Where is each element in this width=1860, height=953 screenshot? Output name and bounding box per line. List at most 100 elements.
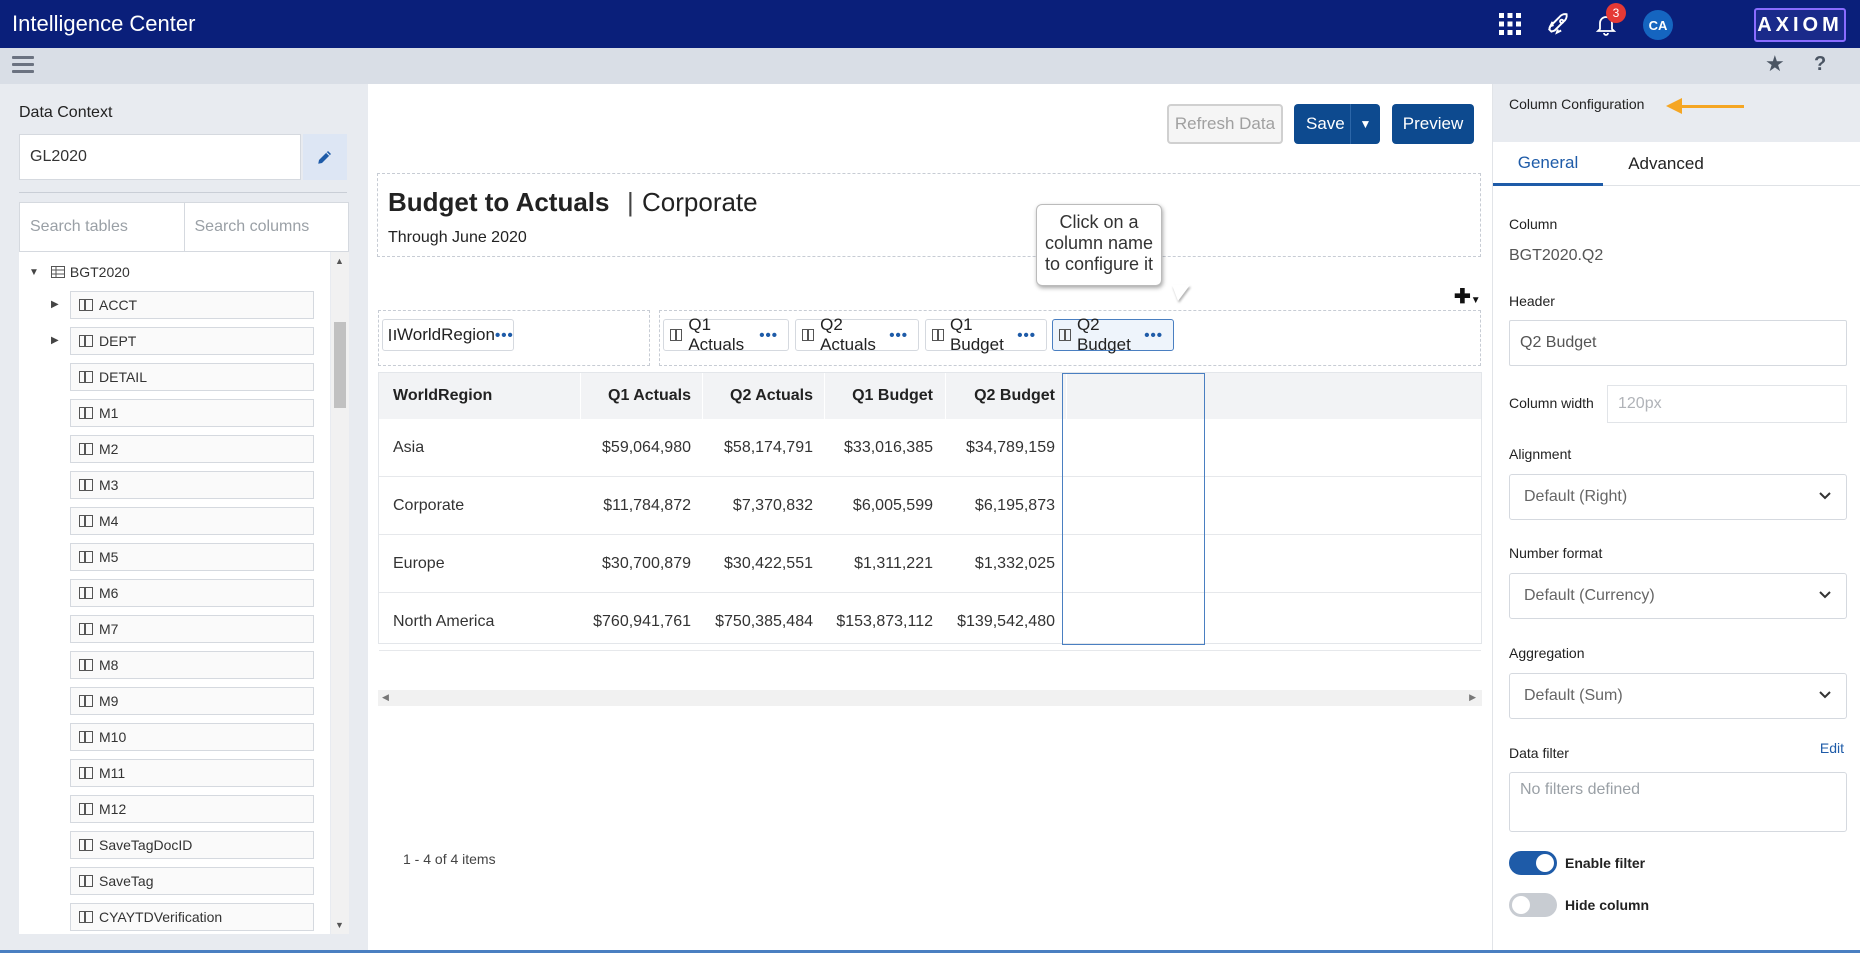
table-row[interactable]: Corporate $11,784,872 $7,370,832 $6,005,599…	[379, 477, 1481, 535]
preview-button[interactable]: Preview	[1392, 104, 1474, 144]
grid-header-q2-budget[interactable]: Q2 Budget	[974, 387, 1055, 404]
column-value: BGT2020.Q2	[1509, 247, 1604, 264]
grid-header-q2-actuals[interactable]: Q2 Actuals	[730, 387, 813, 404]
refresh-data-button[interactable]: Refresh Data	[1167, 104, 1283, 144]
save-button-label: Save	[1306, 114, 1345, 133]
aggregation-select[interactable]: Default (Sum)	[1509, 673, 1847, 719]
table-cell: $11,784,872	[603, 497, 691, 514]
scroll-right-arrow-icon[interactable]: ▶	[1469, 692, 1476, 702]
data-filter-box[interactable]: No filters defined	[1509, 772, 1847, 832]
expand-caret-icon[interactable]: ▶	[51, 335, 59, 346]
table-cell: $59,064,980	[602, 439, 691, 456]
tree-item[interactable]: SaveTag	[70, 867, 314, 895]
tree-item[interactable]: CYAYTDVerification	[70, 903, 314, 931]
table-cell: $760,941,761	[593, 613, 691, 630]
tree-item[interactable]: M5	[70, 543, 314, 571]
search-columns-input[interactable]	[184, 203, 348, 251]
tree-item[interactable]: M3	[70, 471, 314, 499]
pencil-icon	[318, 151, 331, 164]
table-icon	[79, 335, 93, 347]
table-icon	[79, 551, 93, 563]
tree-item[interactable]: SaveTagDocID	[70, 831, 314, 859]
tree-item[interactable]: M9	[70, 687, 314, 715]
column-chip-q1-actuals[interactable]: Q1 Actuals •••	[663, 315, 789, 354]
enable-filter-toggle[interactable]	[1509, 851, 1557, 875]
favorite-star-icon[interactable]: ★	[1765, 51, 1785, 76]
scrollbar-thumb[interactable]	[334, 322, 346, 408]
column-chip-worldregion[interactable]: WorldRegion •••	[382, 319, 514, 351]
more-options-icon[interactable]: •••	[1017, 326, 1036, 344]
table-row[interactable]: North America $760,941,761 $750,385,484 $15…	[379, 593, 1481, 651]
caret-down-icon[interactable]: ▼	[29, 266, 39, 278]
data-filter-edit-link[interactable]: Edit	[1819, 740, 1844, 756]
report-header[interactable]: Budget to Actuals | Corporate Through Ju…	[377, 173, 1481, 257]
tree-item[interactable]: M2	[70, 435, 314, 463]
hint-callout: Click on a column name to configure it	[1036, 204, 1162, 286]
tree-item[interactable]: M7	[70, 615, 314, 643]
table-icon	[79, 623, 93, 635]
scroll-up-arrow-icon[interactable]: ▲	[335, 256, 344, 266]
panel-header: Column Configuration	[1493, 84, 1860, 142]
data-context-field[interactable]: GL2020	[19, 134, 301, 180]
table-row[interactable]: Europe $30,700,879 $30,422,551 $1,311,221 $1…	[379, 535, 1481, 593]
more-options-icon[interactable]: •••	[889, 326, 908, 344]
hide-column-toggle[interactable]	[1509, 893, 1557, 917]
search-tables-input[interactable]	[20, 203, 184, 251]
grid-header-worldregion[interactable]: WorldRegion	[393, 387, 493, 404]
hamburger-menu-icon[interactable]	[12, 56, 34, 76]
divider	[702, 373, 703, 419]
tree-item[interactable]: M8	[70, 651, 314, 679]
tree-item[interactable]: M10	[70, 723, 314, 751]
save-button[interactable]: Save ▼	[1294, 104, 1380, 144]
column-chip-q2-actuals[interactable]: Q2 Actuals •••	[795, 315, 919, 354]
tree-item[interactable]: M12	[70, 795, 314, 823]
app-launcher-icon[interactable]	[1496, 10, 1524, 38]
header-input[interactable]: Q2 Budget	[1509, 320, 1847, 366]
grid-horizontal-scrollbar[interactable]: ◀ ▶	[378, 690, 1482, 706]
alignment-value: Default (Right)	[1524, 488, 1628, 505]
user-avatar[interactable]: CA	[1643, 10, 1673, 40]
more-options-icon[interactable]: •••	[759, 326, 778, 344]
table-icon	[79, 731, 93, 743]
column-width-input[interactable]: 120px	[1607, 385, 1847, 423]
help-icon[interactable]: ?	[1814, 53, 1827, 75]
grid-header-q1-actuals[interactable]: Q1 Actuals	[608, 387, 691, 404]
alignment-select[interactable]: Default (Right)	[1509, 474, 1847, 520]
number-format-value: Default (Currency)	[1524, 587, 1655, 604]
tree-item[interactable]: M11	[70, 759, 314, 787]
column-icon	[802, 329, 815, 341]
grid-header-q1-budget[interactable]: Q1 Budget	[852, 387, 933, 404]
scroll-left-arrow-icon[interactable]: ◀	[382, 692, 389, 702]
tree-root-bgt2020[interactable]: ▼ BGT2020	[29, 264, 130, 280]
tree-item[interactable]: DETAIL	[70, 363, 314, 391]
more-options-icon[interactable]: •••	[1144, 326, 1163, 344]
save-dropdown-caret-icon[interactable]: ▼	[1350, 104, 1380, 144]
table-row[interactable]: Asia $59,064,980 $58,174,791 $33,016,385 $34…	[379, 419, 1481, 477]
more-options-icon[interactable]: •••	[494, 326, 514, 344]
table-icon	[79, 839, 93, 851]
column-label: Column	[1509, 216, 1558, 232]
table-cell: Asia	[393, 439, 425, 456]
column-chip-q2-budget[interactable]: Q2 Budget •••	[1052, 315, 1174, 354]
column-chip-q1-budget[interactable]: Q1 Budget •••	[925, 315, 1047, 354]
rocket-icon[interactable]	[1545, 10, 1573, 38]
annotation-arrow-shaft	[1680, 105, 1744, 108]
tab-advanced[interactable]: Advanced	[1628, 154, 1704, 173]
add-column-menu-icon[interactable]: ✚▼	[1454, 286, 1481, 308]
tab-general[interactable]: General	[1493, 142, 1603, 186]
tree-item[interactable]: DEPT	[70, 327, 314, 355]
tree-item[interactable]: M1	[70, 399, 314, 427]
scroll-down-arrow-icon[interactable]: ▼	[335, 920, 344, 930]
tree-item[interactable]: ACCT	[70, 291, 314, 319]
tree-item[interactable]: M6	[70, 579, 314, 607]
number-format-select[interactable]: Default (Currency)	[1509, 573, 1847, 619]
toggle-knob	[1536, 854, 1554, 872]
expand-caret-icon[interactable]: ▶	[51, 299, 59, 310]
edit-data-context-button[interactable]	[303, 134, 347, 180]
grid-header-row: WorldRegion Q1 Actuals Q2 Actuals Q1 Bud…	[379, 373, 1481, 419]
tree-scrollbar[interactable]: ▲ ▼	[331, 252, 349, 934]
header-label: Header	[1509, 293, 1555, 309]
table-icon	[79, 407, 93, 419]
tree-item[interactable]: M4	[70, 507, 314, 535]
table-icon	[79, 515, 93, 527]
